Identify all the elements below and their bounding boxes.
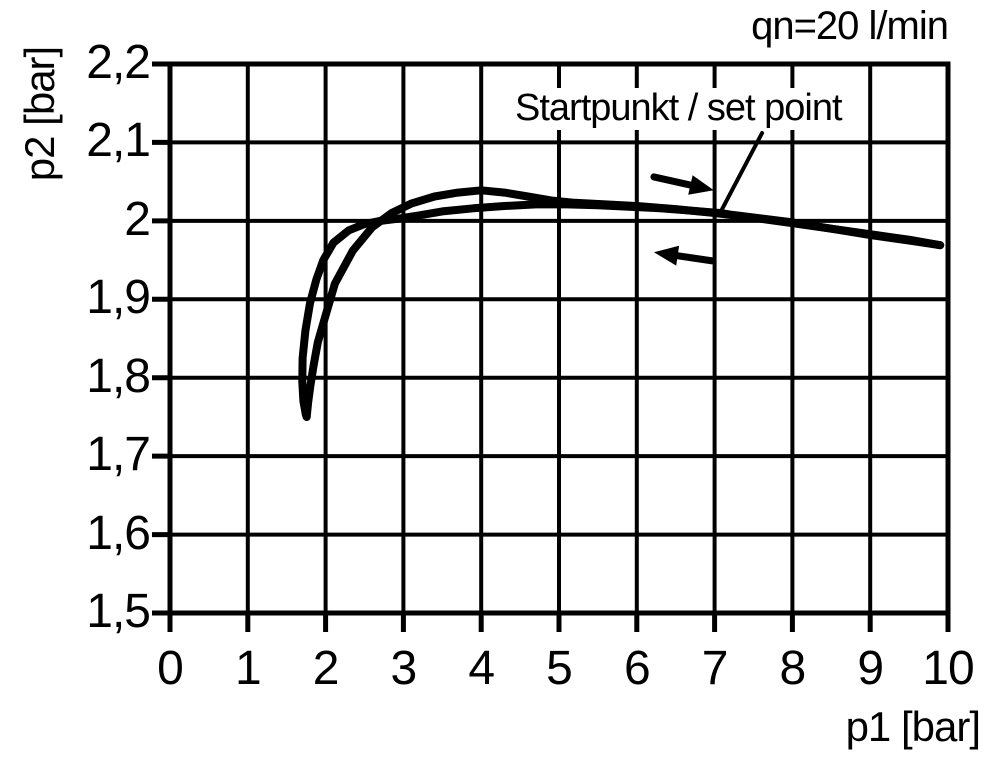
y-tick-label: 2,1 (86, 114, 151, 168)
y-axis-label: p2 [bar] (15, 46, 63, 182)
y-tick-label: 1,7 (86, 428, 151, 482)
arrow-head-increasing-p1 (688, 175, 714, 195)
x-tick-label: 9 (857, 642, 884, 695)
y-tick-label: 1,8 (86, 349, 151, 403)
pressure-curve-decreasing_p1 (298, 200, 945, 421)
chart-title: qn=20 l/min (751, 4, 949, 48)
y-tick-label: 2 (124, 192, 151, 246)
set-point-leader-line (718, 131, 765, 216)
x-tick-label: 6 (623, 642, 651, 695)
x-axis-label: p1 [bar] (845, 703, 981, 750)
y-tick-label: 1,6 (86, 506, 151, 560)
y-tick-label: 2,2 (86, 36, 151, 90)
x-tick-label: 5 (546, 642, 573, 695)
x-tick-label: 1 (234, 642, 262, 695)
x-tick-label: 8 (779, 642, 807, 695)
arrow-shaft-decreasing-p1 (670, 251, 716, 265)
y-tick-label: 1,9 (86, 271, 151, 325)
arrow-shaft-increasing-p1 (650, 173, 698, 190)
x-tick-label: 4 (468, 642, 495, 695)
x-tick-label: 3 (390, 642, 418, 695)
x-tick-label: 7 (701, 642, 729, 695)
x-tick-label: 0 (157, 642, 184, 695)
x-tick-label: 2 (312, 642, 340, 695)
x-tick-label: 10 (922, 642, 974, 695)
arrow-head-decreasing-p1 (653, 245, 680, 266)
set-point-annotation: Startpunkt / set point (512, 87, 845, 130)
y-tick-label: 1,5 (86, 585, 151, 639)
